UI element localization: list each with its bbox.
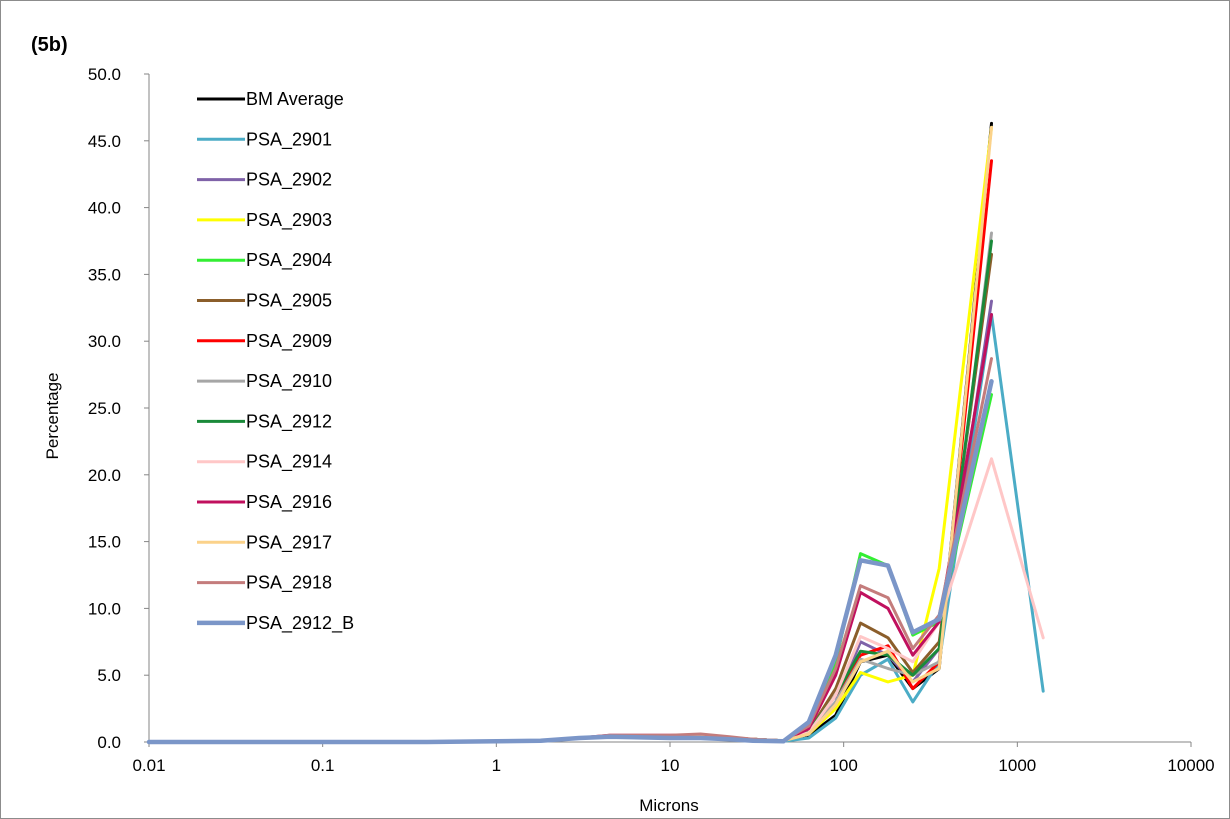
axes: 0.0 5.0 10.0 15.0 20.0 25.0 30.0 35.0 40.0 45.0 50… [88, 65, 1215, 775]
legend-item: PSA_2916 [197, 492, 332, 513]
y-axis-title: Percentage [43, 373, 62, 460]
x-tick-label: 1 [492, 756, 501, 775]
legend-label: PSA_2912 [246, 411, 332, 432]
y-tick-label: 45.0 [88, 132, 121, 151]
y-tick-label: 40.0 [88, 199, 121, 218]
legend-item: PSA_2904 [197, 250, 332, 271]
legend-label: PSA_2912_B [246, 613, 354, 634]
x-tick-label: 1000 [998, 756, 1036, 775]
legend-item: PSA_2912 [197, 411, 332, 432]
x-tick-label: 100 [829, 756, 857, 775]
y-tick-label: 25.0 [88, 399, 121, 418]
legend-item: PSA_2914 [197, 452, 332, 473]
y-tick-label: 35.0 [88, 265, 121, 284]
x-tick-label: 0.1 [311, 756, 335, 775]
legend-label: PSA_2910 [246, 371, 332, 392]
legend-label: PSA_2909 [246, 331, 332, 352]
series-line [147, 393, 993, 744]
y-tick-label: 30.0 [88, 332, 121, 351]
legend-item: PSA_2902 [197, 170, 332, 191]
legend-item: PSA_2901 [197, 129, 332, 150]
y-tick-label: 10.0 [88, 599, 121, 618]
legend-item: PSA_2910 [197, 371, 332, 392]
y-tick-label: 5.0 [97, 666, 121, 685]
x-axis-title: Microns [639, 796, 699, 815]
y-tick-label: 15.0 [88, 533, 121, 552]
series-group [146, 121, 1045, 745]
x-tick-label: 10 [661, 756, 680, 775]
panel-label: (5b) [31, 34, 68, 56]
legend-item: PSA_2917 [197, 532, 332, 553]
legend-label: PSA_2904 [246, 250, 332, 271]
legend-label: PSA_2918 [246, 573, 332, 594]
legend: BM Average PSA_2901 PSA_2902 PSA_2903 PSA_29… [197, 89, 354, 634]
legend-label: PSA_2914 [246, 452, 332, 473]
y-tick-label: 20.0 [88, 466, 121, 485]
legend-label: PSA_2917 [246, 532, 332, 553]
x-tick-label: 0.01 [132, 756, 165, 775]
legend-label: PSA_2901 [246, 129, 332, 150]
y-tick-label: 0.0 [97, 733, 121, 752]
legend-label: PSA_2902 [246, 170, 332, 191]
legend-item: PSA_2909 [197, 331, 332, 352]
legend-label: PSA_2905 [246, 291, 332, 312]
legend-item: PSA_2903 [197, 210, 332, 231]
legend-label: PSA_2903 [246, 210, 332, 231]
y-tick-label: 50.0 [88, 65, 121, 84]
legend-item: BM Average [197, 89, 344, 109]
legend-label: PSA_2916 [246, 492, 332, 513]
x-tick-label: 10000 [1167, 756, 1214, 775]
series-line [146, 379, 994, 745]
legend-label: BM Average [246, 89, 344, 109]
legend-item: PSA_2912_B [197, 613, 354, 634]
legend-item: PSA_2905 [197, 291, 332, 312]
series-line [147, 299, 993, 744]
legend-item: PSA_2918 [197, 573, 332, 594]
